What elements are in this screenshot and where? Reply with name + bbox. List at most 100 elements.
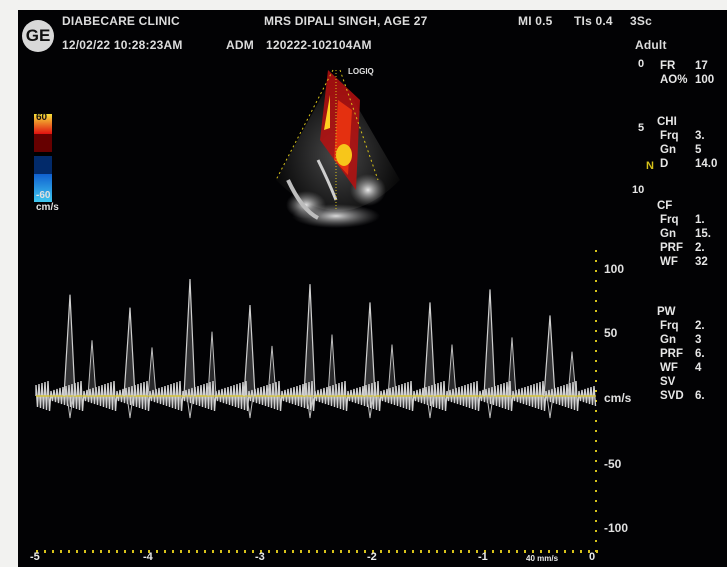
param-value: 3 (695, 334, 702, 346)
clinic-name: DIABECARE CLINIC (62, 14, 180, 28)
param-label: D (660, 158, 669, 170)
scale-dot (595, 340, 597, 342)
scale-dot (595, 470, 597, 472)
scale-dot (595, 420, 597, 422)
time-tick: -2 (367, 551, 377, 563)
time-dot (420, 550, 422, 553)
time-dot (324, 550, 326, 553)
velocity-secondary-peak (507, 337, 517, 397)
time-dot (100, 550, 102, 553)
time-dot (76, 550, 78, 553)
color-scale-min: -60 (36, 190, 51, 201)
time-dot (244, 550, 246, 553)
scale-dot (595, 460, 597, 462)
velocity-peak (183, 278, 196, 397)
time-dot (92, 550, 94, 553)
param-value: 6. (695, 390, 705, 402)
param-value: 2. (695, 242, 705, 254)
time-dot (268, 550, 270, 553)
time-dot (596, 550, 598, 553)
time-dot (68, 550, 70, 553)
time-dot (340, 550, 342, 553)
time-dot (364, 550, 366, 553)
time-dot (172, 550, 174, 553)
sweep-speed: 40 mm/s (526, 554, 559, 563)
time-tick: -5 (30, 551, 40, 563)
time-dot (436, 550, 438, 553)
scale-dot (595, 260, 597, 262)
velocity-tick: 100 (604, 262, 625, 276)
ultrasound-screen: GE DIABECARE CLINIC 12/02/22 10:28:23AM … (18, 10, 727, 567)
velocity-reverse-peak (246, 395, 254, 419)
velocity-peak (63, 294, 76, 397)
param-label: Frq (660, 130, 679, 142)
scale-dot (595, 290, 597, 292)
time-dot (316, 550, 318, 553)
param-label: PRF (660, 348, 683, 360)
time-dot (188, 550, 190, 553)
time-dot (444, 550, 446, 553)
time-dot (492, 550, 494, 553)
velocity-secondary-peak (387, 344, 397, 397)
time-dot (276, 550, 278, 553)
preset-name: Adult (635, 38, 667, 52)
mechanical-index: MI 0.5 (518, 14, 553, 28)
param-value: 2. (695, 320, 705, 332)
scale-dot (595, 310, 597, 312)
time-dot (52, 550, 54, 553)
time-dot (540, 550, 542, 553)
time-dot (84, 550, 86, 553)
param-label: Frq (660, 214, 679, 226)
color-scale-max: 60 (36, 112, 48, 123)
thermal-index: TIs 0.4 (574, 14, 613, 28)
depth-tick: 5 (638, 122, 645, 134)
scale-dot (595, 320, 597, 322)
time-dot (252, 550, 254, 553)
param-label: Gn (660, 334, 676, 346)
time-dot (548, 550, 550, 553)
time-dot (60, 550, 62, 553)
scale-dot (595, 490, 597, 492)
time-dot (356, 550, 358, 553)
scale-dot (595, 270, 597, 272)
time-tick: -3 (255, 551, 265, 563)
velocity-unit: cm/s (604, 391, 632, 405)
param-label: CF (657, 200, 673, 212)
scale-dot (595, 330, 597, 332)
scale-dot (595, 250, 597, 252)
velocity-secondary-peak (147, 347, 157, 397)
velocity-tick: -50 (604, 457, 622, 471)
param-value: 6. (695, 348, 705, 360)
time-dot (404, 550, 406, 553)
scale-dot (595, 450, 597, 452)
time-dot (484, 550, 486, 553)
time-dot (524, 550, 526, 553)
scale-dot (595, 390, 597, 392)
probe-name: 3Sc (630, 14, 652, 28)
adm-label: ADM (226, 38, 254, 52)
scale-dot (595, 370, 597, 372)
time-dot (556, 550, 558, 553)
scale-dot (595, 410, 597, 412)
time-dot (140, 550, 142, 553)
velocity-peak (483, 289, 496, 397)
scale-dot (595, 360, 597, 362)
velocity-peak (363, 302, 376, 397)
color-scale-unit: cm/s (36, 202, 59, 213)
time-dot (44, 550, 46, 553)
color-scale-bar (34, 114, 52, 229)
param-label: Gn (660, 144, 676, 156)
time-dot (452, 550, 454, 553)
scale-dot (595, 400, 597, 402)
param-label: WF (660, 256, 678, 268)
velocity-peak (303, 284, 316, 397)
time-dot (196, 550, 198, 553)
time-dot (380, 550, 382, 553)
scale-dot (595, 280, 597, 282)
param-value: 100 (695, 74, 715, 86)
time-dot (332, 550, 334, 553)
time-dot (476, 550, 478, 553)
param-value: 32 (695, 256, 708, 268)
velocity-tick: -100 (604, 521, 629, 535)
velocity-reverse-peak (66, 395, 74, 419)
